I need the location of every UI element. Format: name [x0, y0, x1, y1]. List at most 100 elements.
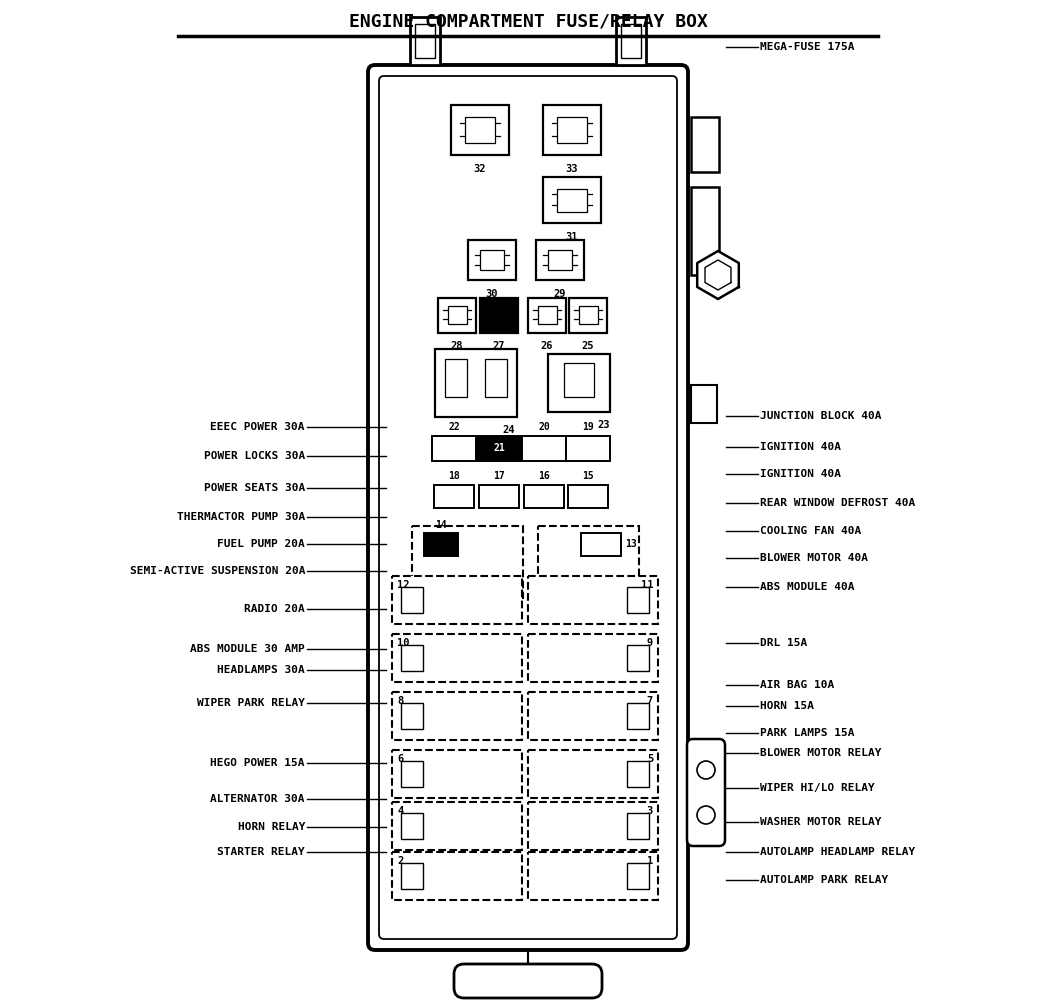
Bar — [401, 813, 423, 839]
Bar — [568, 485, 608, 508]
Text: HORN RELAY: HORN RELAY — [238, 822, 305, 832]
Bar — [392, 750, 522, 798]
Bar — [480, 250, 504, 270]
Bar — [616, 17, 646, 65]
Bar — [691, 117, 719, 172]
Text: 26: 26 — [541, 341, 553, 351]
Bar — [557, 117, 587, 143]
Text: 24: 24 — [503, 425, 515, 435]
Bar — [691, 187, 719, 275]
Text: HORN 15A: HORN 15A — [760, 701, 814, 711]
FancyBboxPatch shape — [367, 65, 689, 950]
Bar — [392, 802, 522, 850]
Bar — [485, 359, 507, 397]
Polygon shape — [697, 251, 739, 299]
Bar — [401, 863, 423, 889]
Bar — [627, 813, 649, 839]
Text: 4: 4 — [397, 806, 403, 816]
Bar — [415, 24, 435, 58]
Text: 1: 1 — [646, 856, 653, 866]
Text: 33: 33 — [566, 164, 579, 174]
Bar — [538, 306, 557, 324]
Bar — [528, 852, 658, 900]
Text: 27: 27 — [493, 341, 505, 351]
Circle shape — [697, 806, 715, 824]
Text: 3: 3 — [646, 806, 653, 816]
Text: AIR BAG 10A: AIR BAG 10A — [760, 680, 834, 690]
Text: HEADLAMPS 30A: HEADLAMPS 30A — [218, 665, 305, 675]
Text: HEGO POWER 15A: HEGO POWER 15A — [210, 758, 305, 768]
Text: JUNCTION BLOCK 40A: JUNCTION BLOCK 40A — [760, 411, 882, 421]
Bar — [480, 298, 518, 333]
Bar — [477, 436, 521, 461]
Bar — [401, 761, 423, 787]
Text: 21: 21 — [493, 443, 505, 453]
Bar — [438, 298, 476, 333]
Bar — [528, 298, 566, 333]
Text: BLOWER MOTOR 40A: BLOWER MOTOR 40A — [760, 553, 868, 563]
Text: WASHER MOTOR RELAY: WASHER MOTOR RELAY — [760, 816, 882, 827]
Bar — [548, 250, 572, 270]
Text: AUTOLAMP HEADLAMP RELAY: AUTOLAMP HEADLAMP RELAY — [760, 847, 916, 857]
Text: 28: 28 — [451, 341, 464, 351]
Text: REAR WINDOW DEFROST 40A: REAR WINDOW DEFROST 40A — [760, 498, 916, 508]
Bar — [434, 485, 474, 508]
Text: 25: 25 — [582, 341, 595, 351]
Text: 2: 2 — [397, 856, 403, 866]
Bar — [528, 576, 658, 624]
Text: 13: 13 — [625, 539, 637, 549]
Text: 7: 7 — [646, 696, 653, 706]
Text: 18: 18 — [448, 471, 459, 481]
Bar — [392, 576, 522, 624]
Bar — [412, 526, 523, 598]
Text: 9: 9 — [646, 638, 653, 648]
Text: 19: 19 — [582, 422, 593, 432]
Bar — [479, 485, 518, 508]
Text: ALTERNATOR 30A: ALTERNATOR 30A — [210, 794, 305, 804]
Bar — [435, 349, 517, 417]
Bar — [564, 363, 593, 397]
Bar — [627, 863, 649, 889]
Bar — [528, 692, 658, 740]
Bar — [522, 436, 566, 461]
Text: WIPER PARK RELAY: WIPER PARK RELAY — [197, 698, 305, 708]
Text: 11: 11 — [641, 580, 653, 590]
Text: 5: 5 — [646, 754, 653, 764]
Bar — [451, 105, 509, 155]
Bar — [465, 117, 495, 143]
Text: ENGINE COMPARTMENT FUSE/RELAY BOX: ENGINE COMPARTMENT FUSE/RELAY BOX — [348, 13, 708, 31]
Bar — [528, 750, 658, 798]
Text: 23: 23 — [598, 420, 610, 430]
Bar — [543, 105, 601, 155]
Bar — [543, 177, 601, 223]
Text: ABS MODULE 30 AMP: ABS MODULE 30 AMP — [190, 644, 305, 654]
Bar — [410, 17, 440, 65]
Text: COOLING FAN 40A: COOLING FAN 40A — [760, 526, 862, 536]
Text: FUEL PUMP 20A: FUEL PUMP 20A — [218, 539, 305, 549]
Text: ABS MODULE 40A: ABS MODULE 40A — [760, 582, 854, 592]
Text: IGNITION 40A: IGNITION 40A — [760, 442, 841, 452]
Bar — [627, 587, 649, 613]
FancyBboxPatch shape — [379, 76, 677, 939]
Text: MEGA-FUSE 175A: MEGA-FUSE 175A — [760, 42, 854, 52]
Bar — [425, 533, 458, 556]
Bar — [392, 852, 522, 900]
FancyBboxPatch shape — [687, 739, 725, 846]
Bar — [468, 240, 516, 280]
Text: 12: 12 — [397, 580, 410, 590]
Text: STARTER RELAY: STARTER RELAY — [218, 847, 305, 857]
Bar — [691, 385, 717, 423]
Text: 30: 30 — [486, 289, 498, 299]
Text: EEEC POWER 30A: EEEC POWER 30A — [210, 422, 305, 432]
Bar — [548, 354, 610, 412]
Text: 17: 17 — [493, 471, 505, 481]
Text: 31: 31 — [566, 232, 579, 242]
Text: THERMACTOR PUMP 30A: THERMACTOR PUMP 30A — [176, 512, 305, 522]
Bar — [528, 802, 658, 850]
Bar — [401, 587, 423, 613]
Bar — [579, 306, 598, 324]
Bar — [401, 703, 423, 729]
Text: 15: 15 — [582, 471, 593, 481]
Text: DRL 15A: DRL 15A — [760, 638, 807, 648]
Text: BLOWER MOTOR RELAY: BLOWER MOTOR RELAY — [760, 748, 882, 758]
